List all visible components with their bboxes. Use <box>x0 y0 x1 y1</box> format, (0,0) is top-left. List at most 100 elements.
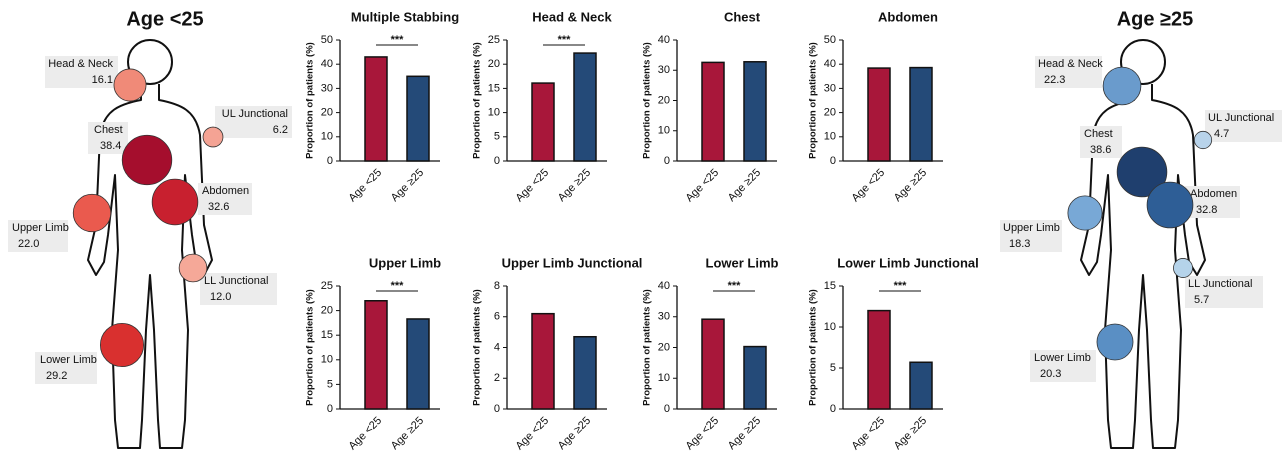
bar <box>365 301 387 409</box>
y-tick-label: 8 <box>494 280 500 292</box>
y-tick-label: 50 <box>321 34 333 46</box>
y-tick-label: 5 <box>327 378 333 390</box>
y-tick-label: 0 <box>327 155 333 167</box>
bubble <box>73 194 111 232</box>
y-tick-label: 0 <box>664 403 670 415</box>
value-label: 29.2 <box>46 370 67 382</box>
y-tick-label: 10 <box>658 125 670 137</box>
y-tick-label: 20 <box>321 107 333 119</box>
x-tick-label: Age ≥25 <box>726 167 763 204</box>
bubble <box>1147 182 1193 228</box>
region-label: Head & Neck <box>1038 58 1103 70</box>
bar <box>532 314 554 409</box>
chart-title: Chest <box>724 9 761 24</box>
y-axis-label: Proportion of patients (%) <box>305 289 316 406</box>
value-label: 12.0 <box>210 291 231 303</box>
value-label: 38.6 <box>1090 144 1111 156</box>
region-label: Upper Limb <box>12 222 69 234</box>
x-tick-label: Age <25 <box>849 167 887 205</box>
y-tick-label: 6 <box>494 311 500 323</box>
bubble <box>1097 324 1133 360</box>
y-tick-label: 10 <box>321 131 333 143</box>
bubble <box>1103 67 1141 105</box>
figure: Age <25 Head & Neck 16.1 UL Junctional 6.2 Ch… <box>0 0 1287 472</box>
y-tick-label: 5 <box>494 131 500 143</box>
panel-title: Age ≥25 <box>1117 8 1194 30</box>
y-tick-label: 20 <box>658 341 670 353</box>
chart-title: Upper Limb <box>369 255 441 270</box>
y-axis-label: Proportion of patients (%) <box>642 42 653 159</box>
body-silhouette-right <box>1081 40 1205 448</box>
bar <box>702 62 724 161</box>
y-axis-label: Proportion of patients (%) <box>808 42 819 159</box>
bar <box>910 68 932 161</box>
y-tick-label: 0 <box>664 155 670 167</box>
value-label: 18.3 <box>1009 238 1030 250</box>
y-axis-label: Proportion of patients (%) <box>472 42 483 159</box>
bar <box>532 83 554 161</box>
x-tick-label: Age ≥25 <box>892 415 929 452</box>
y-tick-label: 20 <box>824 107 836 119</box>
y-tick-label: 30 <box>658 64 670 76</box>
region-label: Chest <box>94 124 123 136</box>
significance-label: *** <box>728 280 742 292</box>
bubble <box>1194 131 1211 148</box>
y-tick-label: 20 <box>321 305 333 317</box>
region-label: Lower Limb <box>1034 352 1091 364</box>
x-tick-label: Age <25 <box>683 167 721 205</box>
value-label: 16.1 <box>92 74 113 86</box>
y-tick-label: 40 <box>658 34 670 46</box>
region-label: Head & Neck <box>48 58 113 70</box>
y-tick-label: 0 <box>494 155 500 167</box>
region-label: Abdomen <box>202 185 249 197</box>
x-tick-label: Age ≥25 <box>726 415 763 452</box>
bubble <box>100 323 143 366</box>
y-tick-label: 10 <box>824 131 836 143</box>
y-tick-label: 10 <box>488 107 500 119</box>
bubble <box>152 179 198 225</box>
bar <box>702 319 724 409</box>
x-tick-label: Age <25 <box>513 167 551 205</box>
bubble <box>1068 196 1102 230</box>
significance-label: *** <box>391 280 405 292</box>
value-label: 32.6 <box>208 201 229 213</box>
y-tick-label: 50 <box>824 34 836 46</box>
bar <box>574 53 596 161</box>
value-label: 6.2 <box>273 124 288 136</box>
y-tick-label: 10 <box>824 321 836 333</box>
y-tick-label: 40 <box>321 58 333 70</box>
y-tick-label: 15 <box>321 329 333 341</box>
x-tick-label: Age ≥25 <box>389 167 426 204</box>
y-tick-label: 10 <box>658 372 670 384</box>
bar <box>574 337 596 409</box>
x-tick-label: Age <25 <box>849 415 887 453</box>
bubble <box>114 69 146 101</box>
value-label: 22.0 <box>18 238 39 250</box>
y-tick-label: 15 <box>824 280 836 292</box>
bar <box>744 347 766 409</box>
significance-label: *** <box>391 34 405 46</box>
chart-title: Abdomen <box>878 9 938 24</box>
region-label: LL Junctional <box>1188 278 1252 290</box>
y-tick-label: 25 <box>488 34 500 46</box>
y-axis-label: Proportion of patients (%) <box>472 289 483 406</box>
bubble <box>1173 258 1192 277</box>
y-tick-label: 25 <box>321 280 333 292</box>
value-label: 5.7 <box>1194 294 1209 306</box>
panel-title: Age <25 <box>126 8 203 30</box>
bar <box>868 68 890 161</box>
body-silhouette-left <box>88 40 212 448</box>
bar <box>407 76 429 161</box>
x-tick-label: Age <25 <box>346 167 384 205</box>
region-label: UL Junctional <box>1208 112 1274 124</box>
y-tick-label: 20 <box>488 58 500 70</box>
y-axis-label: Proportion of patients (%) <box>808 289 819 406</box>
y-tick-label: 20 <box>658 94 670 106</box>
bar <box>868 311 890 409</box>
y-tick-label: 30 <box>321 82 333 94</box>
value-label: 4.7 <box>1214 128 1229 140</box>
value-label: 22.3 <box>1044 74 1065 86</box>
chart-title: Multiple Stabbing <box>351 9 459 24</box>
y-tick-label: 0 <box>830 403 836 415</box>
y-tick-label: 15 <box>488 82 500 94</box>
